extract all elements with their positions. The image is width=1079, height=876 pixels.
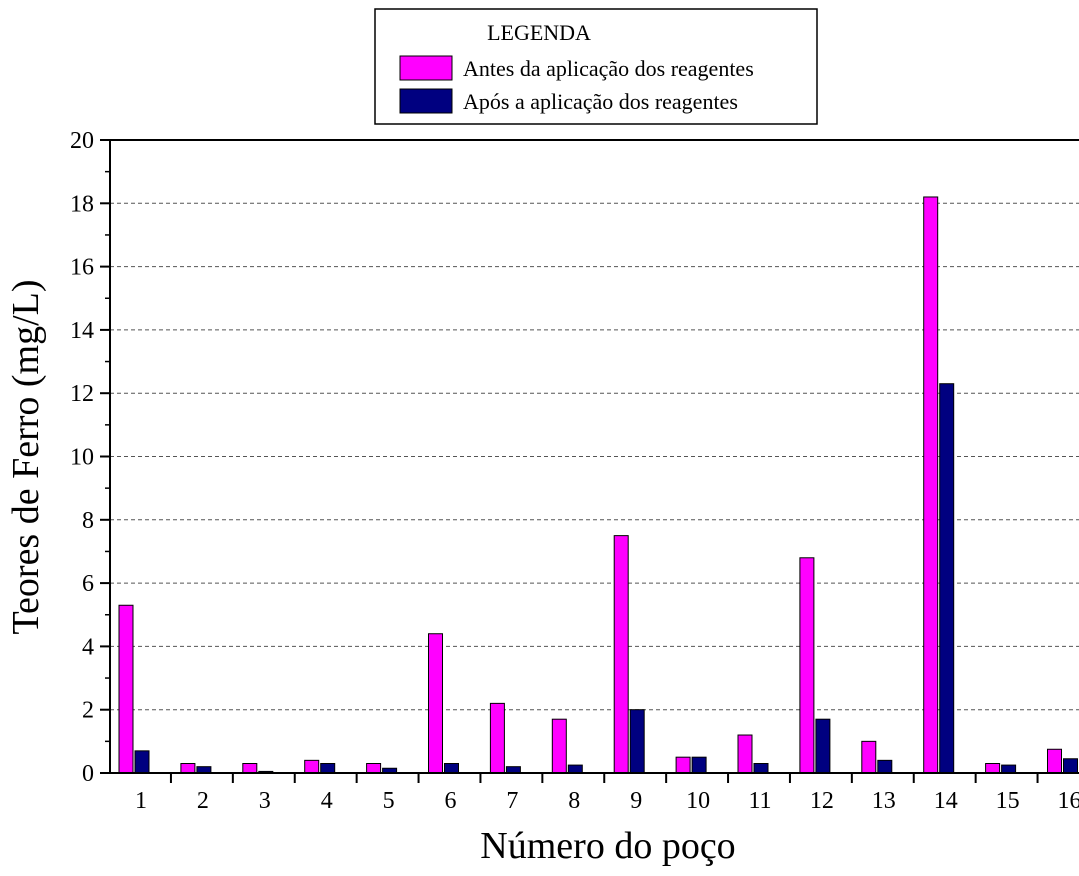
bar-after-16 <box>1063 758 1078 774</box>
bars <box>118 196 1078 774</box>
y-tick-label: 6 <box>82 571 94 597</box>
legend-title: LEGENDA <box>487 20 591 45</box>
bar-before-15 <box>985 763 1001 774</box>
bar-before-16 <box>1047 748 1062 774</box>
axes <box>100 139 1079 783</box>
bar-before-5 <box>366 763 382 774</box>
bar-after-14 <box>939 383 955 774</box>
x-tick-label: 11 <box>748 788 771 814</box>
bar-before-12 <box>799 557 815 774</box>
legend-swatch-after <box>399 88 453 114</box>
bar-after-9 <box>629 709 645 774</box>
bar-before-11 <box>737 734 753 774</box>
y-tick-label: 16 <box>70 255 94 281</box>
bar-before-1 <box>118 604 134 774</box>
x-tick-label: 14 <box>934 788 958 814</box>
legend-swatch-before <box>399 55 453 81</box>
legend-entry-before: Antes da aplicação dos reagentes <box>463 56 754 81</box>
x-tick-label: 3 <box>259 788 271 814</box>
x-tick-label: 13 <box>872 788 896 814</box>
x-axis-label: Número do poço <box>480 825 735 867</box>
x-tick-label: 8 <box>568 788 580 814</box>
bar-after-11 <box>753 763 769 774</box>
bar-before-13 <box>861 740 877 774</box>
x-tick-label: 4 <box>321 788 333 814</box>
y-tick-label: 20 <box>70 128 94 154</box>
y-axis-label: Teores de Ferro (mg/L) <box>5 279 47 634</box>
y-tick-label: 2 <box>82 698 94 724</box>
x-tick-label: 16 <box>1058 788 1079 814</box>
legend-entry-after: Após a aplicação dos reagentes <box>463 89 738 114</box>
bar-after-12 <box>815 718 831 774</box>
bar-before-7 <box>489 702 505 774</box>
x-tick-label: 6 <box>445 788 457 814</box>
legend: LEGENDA Antes da aplicação dos reagentes… <box>374 8 818 125</box>
bar-before-4 <box>304 759 320 774</box>
bar-after-4 <box>320 763 336 774</box>
x-tick-label: 15 <box>996 788 1020 814</box>
y-tick-label: 4 <box>82 634 94 660</box>
bar-before-6 <box>428 633 443 774</box>
bar-after-8 <box>567 764 583 774</box>
x-tick-label: 12 <box>810 788 834 814</box>
grid-lines <box>110 202 1079 711</box>
x-tick-label: 9 <box>630 788 642 814</box>
y-tick-label: 8 <box>82 508 94 534</box>
x-tick-label: 7 <box>506 788 518 814</box>
y-tick-label: 12 <box>70 381 94 407</box>
x-tick-label: 1 <box>135 788 147 814</box>
x-tick-label: 10 <box>686 788 710 814</box>
y-tick-label: 0 <box>82 761 94 787</box>
bar-after-6 <box>444 763 459 774</box>
bar-before-8 <box>551 718 567 774</box>
x-tick-label: 2 <box>197 788 209 814</box>
bar-after-10 <box>691 756 707 774</box>
bar-after-13 <box>877 759 893 774</box>
y-tick-label: 18 <box>70 191 94 217</box>
y-tick-label: 14 <box>70 318 94 344</box>
bar-before-2 <box>180 763 196 774</box>
bar-before-9 <box>613 535 629 774</box>
bar-before-10 <box>675 756 691 774</box>
bar-after-1 <box>134 750 150 774</box>
bar-after-15 <box>1001 764 1017 774</box>
bar-before-3 <box>242 763 258 774</box>
y-tick-label: 10 <box>70 445 94 471</box>
bar-before-14 <box>923 196 939 774</box>
x-tick-label: 5 <box>383 788 395 814</box>
